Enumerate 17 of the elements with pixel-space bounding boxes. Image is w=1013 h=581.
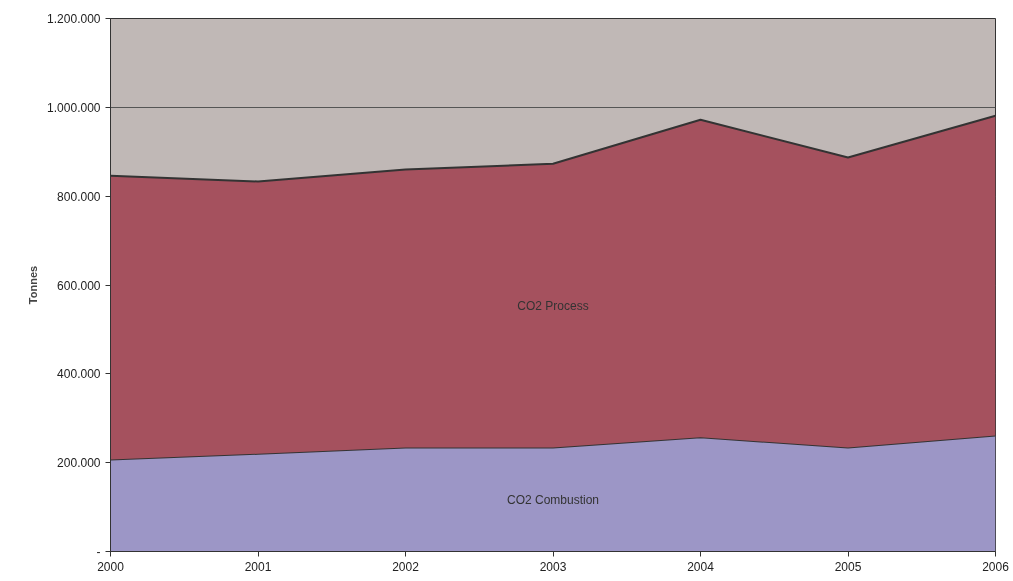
y-tick-label: 1.000.000 — [47, 100, 101, 115]
x-tick-label: 2000 — [97, 559, 125, 574]
y-tick-label: 600.000 — [57, 278, 101, 293]
series-label: CO2 Process — [517, 298, 589, 313]
x-tick-label: 2001 — [244, 559, 272, 574]
y-tick-label: 1.200.000 — [47, 12, 101, 26]
y-tick-label: 400.000 — [57, 367, 101, 382]
x-tick-label: 2006 — [982, 559, 1010, 574]
x-tick-label: 2005 — [834, 559, 862, 574]
y-tick-label: 200.000 — [57, 456, 101, 471]
x-tick-label: 2002 — [392, 559, 420, 574]
x-tick-label: 2003 — [539, 559, 567, 574]
series-label: CO2 Combustion — [506, 492, 600, 507]
y-tick-label: 800.000 — [57, 189, 101, 204]
x-tick-label: 2004 — [687, 559, 715, 574]
y-tick-label: - — [96, 545, 101, 559]
y-axis-title: Tonnes — [27, 265, 40, 305]
